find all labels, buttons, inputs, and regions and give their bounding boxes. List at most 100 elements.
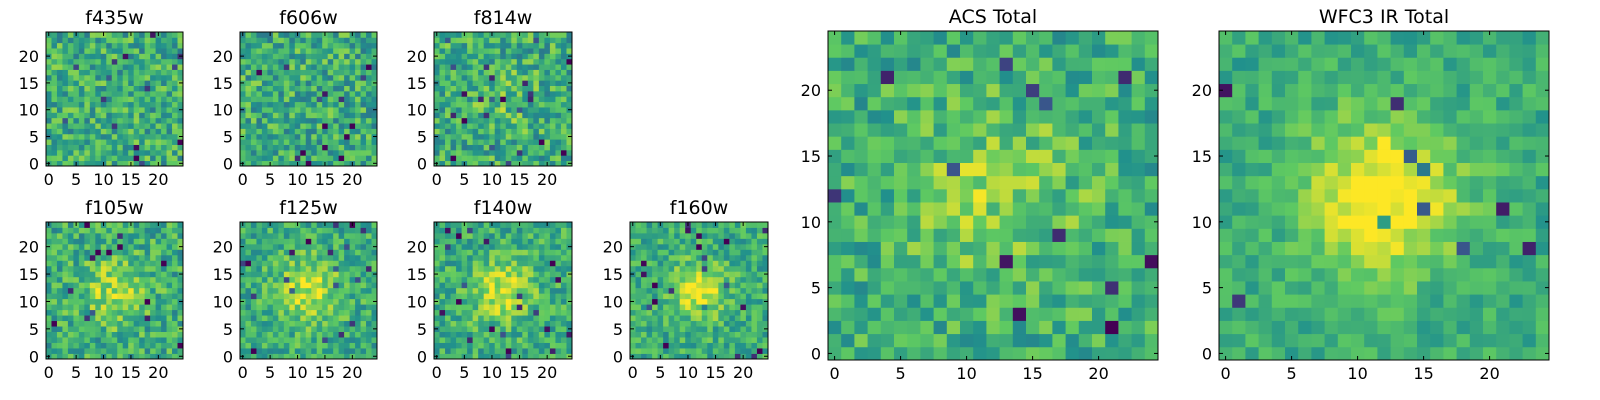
heatmap-cell: [106, 320, 113, 327]
heatmap-cell: [56, 304, 63, 311]
heatmap-cell: [560, 96, 567, 103]
heatmap-cell: [505, 320, 512, 327]
heatmap-cell: [344, 123, 350, 129]
heatmap-cell: [663, 287, 670, 294]
heatmap-cell: [494, 139, 501, 145]
heatmap-cell: [256, 128, 263, 135]
heatmap-cell: [177, 293, 184, 300]
heatmap-cell: [366, 112, 372, 119]
heatmap-cell: [166, 128, 173, 135]
heatmap-cell: [89, 298, 96, 305]
heatmap-cell: [646, 293, 653, 300]
heatmap-cell: [555, 149, 562, 156]
heatmap-cell: [150, 282, 156, 289]
heatmap-cell: [240, 249, 246, 256]
heatmap-cell: [560, 222, 567, 228]
x-tick-label: 0: [238, 363, 248, 382]
heatmap-cell: [327, 260, 334, 267]
heatmap-cell: [450, 160, 457, 167]
heatmap-cell: [333, 249, 340, 256]
heatmap-cell: [322, 96, 329, 103]
heatmap-cell: [100, 69, 107, 76]
heatmap-cell: [494, 222, 501, 228]
heatmap-cell: [338, 337, 345, 343]
heatmap-cell: [1065, 294, 1080, 308]
heatmap-cell: [538, 287, 545, 294]
heatmap-cell: [294, 101, 301, 108]
heatmap-cell: [511, 315, 518, 322]
heatmap-cell: [344, 112, 350, 119]
heatmap-cell: [261, 287, 268, 294]
heatmap-cell: [439, 37, 446, 44]
heatmap-cell: [467, 309, 474, 316]
heatmap-cell: [439, 112, 446, 119]
heatmap-cell: [67, 74, 74, 81]
heatmap-cell: [333, 112, 340, 119]
heatmap-cell: [527, 101, 534, 108]
heatmap-cell: [646, 249, 653, 256]
heatmap-cell: [729, 243, 736, 250]
heatmap-cell: [300, 254, 307, 261]
heatmap-cell: [544, 107, 551, 113]
heatmap-cell: [278, 232, 285, 239]
heatmap-cell: [106, 293, 113, 300]
heatmap-cell: [500, 117, 507, 124]
heatmap-cell: [150, 326, 156, 332]
heatmap-cell: [133, 123, 140, 129]
heatmap-cell: [560, 331, 567, 338]
heatmap-cell: [439, 326, 446, 332]
heatmap-cell: [973, 188, 987, 203]
heatmap-cell: [467, 326, 474, 332]
heatmap-cell: [316, 331, 323, 338]
heatmap-cell: [478, 326, 485, 332]
heatmap-cell: [522, 48, 529, 54]
heatmap-cell: [73, 42, 80, 49]
heatmap-cell: [445, 160, 451, 167]
heatmap-cell: [652, 315, 658, 322]
heatmap-cell: [51, 32, 58, 38]
heatmap-cell: [494, 149, 501, 156]
heatmap-cell: [533, 260, 540, 267]
heatmap-cell: [745, 260, 752, 267]
heatmap-cell: [707, 243, 714, 250]
heatmap-cell: [663, 348, 670, 354]
heatmap-cell: [1144, 307, 1159, 321]
heatmap-cell: [349, 276, 356, 283]
heatmap-cell: [166, 101, 173, 108]
heatmap-cell: [920, 346, 934, 361]
heatmap-cell: [261, 139, 268, 145]
heatmap-cell: [701, 271, 708, 278]
heatmap-cell: [445, 320, 451, 327]
heatmap-cell: [166, 243, 173, 250]
heatmap-cell: [177, 101, 184, 108]
heatmap-cell: [150, 309, 156, 316]
heatmap-cell: [756, 276, 763, 283]
heatmap-cell: [560, 144, 567, 151]
heatmap-cell: [78, 320, 85, 327]
heatmap-cell: [516, 128, 523, 135]
heatmap-cell: [533, 69, 540, 76]
heatmap-cell: [434, 117, 440, 124]
heatmap-cell: [267, 309, 274, 316]
heatmap-cell: [841, 294, 855, 308]
heatmap-cell: [538, 348, 545, 354]
heatmap-cell: [450, 342, 457, 349]
heatmap-cell: [172, 232, 178, 239]
heatmap-cell: [344, 48, 350, 54]
heatmap-cell: [999, 294, 1014, 308]
heatmap-cell: [450, 133, 457, 140]
heatmap-cell: [355, 69, 361, 76]
heatmap-cell: [133, 128, 140, 135]
heatmap-cell: [450, 144, 457, 151]
heatmap-cell: [690, 265, 697, 272]
heatmap-cell: [144, 222, 151, 228]
heatmap-cell: [371, 320, 378, 327]
heatmap-cell: [973, 215, 987, 229]
heatmap-cell: [701, 222, 708, 228]
heatmap-cell: [360, 123, 367, 129]
heatmap-cell: [139, 133, 146, 140]
heatmap-cell: [549, 48, 556, 54]
heatmap-cell: [505, 117, 512, 124]
heatmap-cell: [450, 265, 457, 272]
y-tick-label: 0: [417, 347, 427, 366]
